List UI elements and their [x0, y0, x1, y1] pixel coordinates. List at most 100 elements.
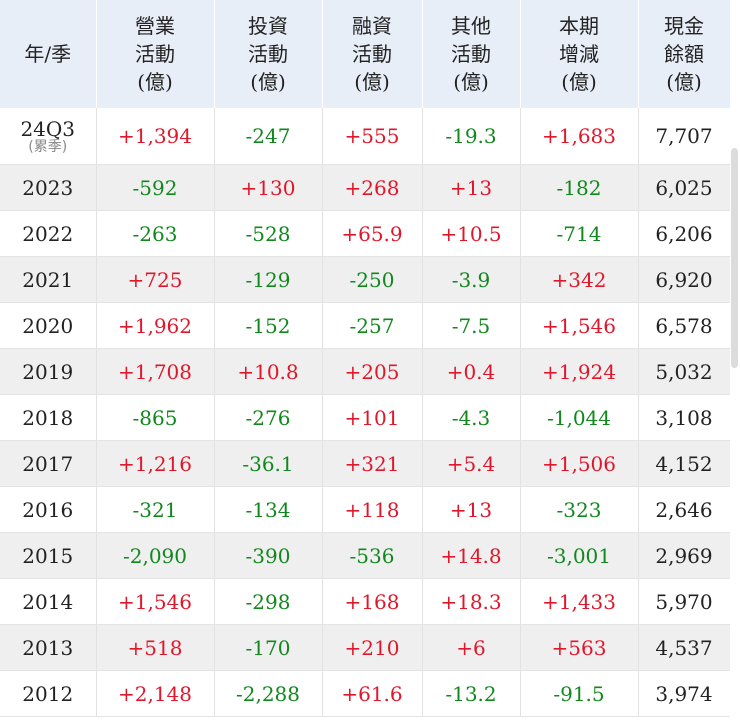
period-cell: 2020 [0, 302, 97, 349]
other-cell: -3.9 [422, 256, 521, 303]
net-change-cell: -323 [520, 486, 639, 533]
period-label: 2012 [22, 681, 74, 706]
period-label: 2022 [22, 221, 74, 246]
net-change-cell: -3,001 [520, 532, 639, 579]
operating-cell: -263 [96, 210, 215, 257]
period-cell: 2021 [0, 256, 97, 303]
financing-cell: -536 [322, 532, 423, 579]
header-financing: 融資 活動 (億) [322, 0, 423, 108]
period-cell: 2012 [0, 670, 97, 717]
other-cell: -4.3 [422, 394, 521, 441]
cash-balance-cell: 4,152 [638, 440, 730, 487]
header-line: 增減 [559, 42, 599, 66]
table-header: 年/季 營業 活動 (億) 投資 活動 (億) 融資 活動 (億) 其他 活動 (億) 本期 增減 (億) 現金… [0, 0, 730, 108]
period-cell: 2014 [0, 578, 97, 625]
period-label: 2020 [22, 313, 74, 338]
cash-balance-cell: 4,537 [638, 624, 730, 671]
header-line: 活動 [135, 42, 175, 66]
period-label: 2015 [22, 543, 74, 568]
operating-cell: +725 [96, 256, 215, 303]
other-cell: +10.5 [422, 210, 521, 257]
cash-balance-cell: 6,025 [638, 164, 730, 211]
period-label: 2018 [22, 405, 74, 430]
period-label: 2016 [22, 497, 74, 522]
investing-cell: -36.1 [214, 440, 323, 487]
net-change-cell: +1,683 [520, 108, 639, 165]
header-line: 活動 [451, 42, 491, 66]
header-line: 本期 [559, 14, 599, 38]
net-change-cell: +563 [520, 624, 639, 671]
net-change-cell: +1,506 [520, 440, 639, 487]
financing-cell: +168 [322, 578, 423, 625]
table-row: 2020 +1,962 -152 -257 -7.5 +1,546 6,578 [0, 302, 730, 349]
net-change-cell: +1,924 [520, 348, 639, 395]
operating-cell: +1,216 [96, 440, 215, 487]
period-label: 24Q3 [20, 117, 76, 141]
investing-cell: +10.8 [214, 348, 323, 395]
other-cell: -13.2 [422, 670, 521, 717]
operating-cell: -865 [96, 394, 215, 441]
investing-cell: -134 [214, 486, 323, 533]
period-cell: 2016 [0, 486, 97, 533]
investing-cell: -390 [214, 532, 323, 579]
cash-flow-table: 年/季 營業 活動 (億) 投資 活動 (億) 融資 活動 (億) 其他 活動 (億) 本期 增減 (億) 現金… [0, 0, 730, 717]
table-row: 2021 +725 -129 -250 -3.9 +342 6,920 [0, 256, 730, 303]
header-other: 其他 活動 (億) [422, 0, 521, 108]
header-line: 現金 [664, 14, 704, 38]
header-line: 年/季 [24, 42, 72, 66]
table-row: 2014 +1,546 -298 +168 +18.3 +1,433 5,970 [0, 578, 730, 625]
financing-cell: +65.9 [322, 210, 423, 257]
financing-cell: +205 [322, 348, 423, 395]
financing-cell: +555 [322, 108, 423, 165]
period-cell: 2017 [0, 440, 97, 487]
header-line: 營業 [135, 14, 175, 38]
other-cell: +13 [422, 486, 521, 533]
period-label: 2019 [22, 359, 74, 384]
operating-cell: +1,708 [96, 348, 215, 395]
operating-cell: +1,546 [96, 578, 215, 625]
period-label: 2021 [22, 267, 74, 292]
header-line: 其他 [451, 14, 491, 38]
header-line: 活動 [248, 42, 288, 66]
header-line: 融資 [352, 14, 392, 38]
table-row: 2015 -2,090 -390 -536 +14.8 -3,001 2,969 [0, 532, 730, 579]
cash-balance-cell: 3,108 [638, 394, 730, 441]
cash-balance-cell: 6,578 [638, 302, 730, 349]
table-row: 2019 +1,708 +10.8 +205 +0.4 +1,924 5,032 [0, 348, 730, 395]
net-change-cell: -1,044 [520, 394, 639, 441]
financing-cell: -250 [322, 256, 423, 303]
period-label: 2013 [22, 635, 74, 660]
other-cell: +0.4 [422, 348, 521, 395]
period-label: 2014 [22, 589, 74, 614]
period-cell: 2022 [0, 210, 97, 257]
cash-balance-cell: 2,646 [638, 486, 730, 533]
operating-cell: +1,962 [96, 302, 215, 349]
operating-cell: -2,090 [96, 532, 215, 579]
operating-cell: +518 [96, 624, 215, 671]
net-change-cell: -182 [520, 164, 639, 211]
investing-cell: -129 [214, 256, 323, 303]
financing-cell: +61.6 [322, 670, 423, 717]
table-row: 2012 +2,148 -2,288 +61.6 -13.2 -91.5 3,974 [0, 670, 730, 717]
financing-cell: +268 [322, 164, 423, 211]
net-change-cell: +342 [520, 256, 639, 303]
table-row: 2017 +1,216 -36.1 +321 +5.4 +1,506 4,152 [0, 440, 730, 487]
cash-balance-cell: 6,920 [638, 256, 730, 303]
cash-balance-cell: 5,970 [638, 578, 730, 625]
investing-cell: -170 [214, 624, 323, 671]
header-net-change: 本期 增減 (億) [520, 0, 639, 108]
net-change-cell: -91.5 [520, 670, 639, 717]
period-cell: 24Q3 (累季) [0, 108, 97, 165]
other-cell: +14.8 [422, 532, 521, 579]
table-row: 2016 -321 -134 +118 +13 -323 2,646 [0, 486, 730, 533]
period-cell: 2019 [0, 348, 97, 395]
header-period: 年/季 [0, 0, 97, 108]
investing-cell: -2,288 [214, 670, 323, 717]
financing-cell: -257 [322, 302, 423, 349]
vertical-scrollbar[interactable] [731, 148, 738, 368]
net-change-cell: +1,546 [520, 302, 639, 349]
investing-cell: +130 [214, 164, 323, 211]
other-cell: +5.4 [422, 440, 521, 487]
table-body: 24Q3 (累季) +1,394 -247 +555 -19.3 +1,683 7,707 20… [0, 108, 730, 717]
investing-cell: -528 [214, 210, 323, 257]
